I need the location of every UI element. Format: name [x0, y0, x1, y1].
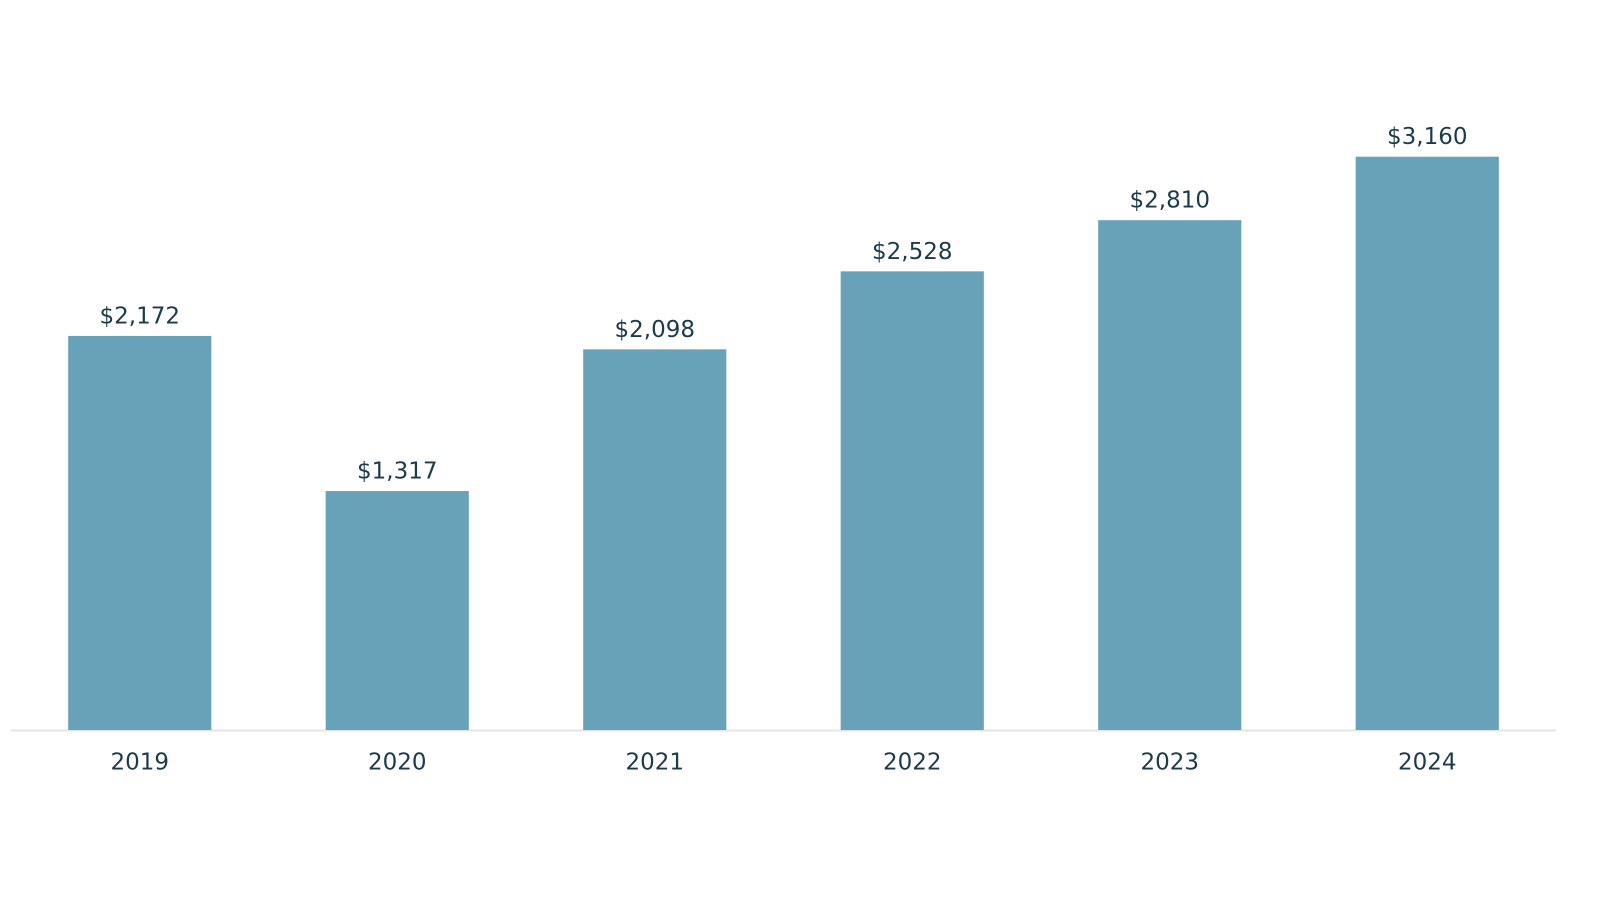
bar	[325, 491, 469, 730]
x-tick-label: 2024	[1398, 750, 1457, 776]
bar	[68, 335, 212, 730]
bar	[1098, 220, 1242, 730]
bar	[840, 271, 984, 730]
x-tick-label: 2021	[625, 750, 684, 776]
x-tick-label: 2020	[368, 750, 427, 776]
value-label: $2,098	[615, 317, 695, 343]
value-label: $2,810	[1130, 188, 1210, 214]
x-tick-label: 2019	[110, 750, 169, 776]
value-label: $2,528	[872, 239, 952, 265]
bar	[1355, 156, 1499, 730]
bar	[583, 349, 727, 730]
value-label: $1,317	[357, 459, 437, 485]
x-tick-label: 2022	[883, 750, 942, 776]
value-label: $3,160	[1387, 124, 1467, 150]
x-tick-label: 2023	[1140, 750, 1199, 776]
value-label: $2,172	[100, 303, 180, 329]
